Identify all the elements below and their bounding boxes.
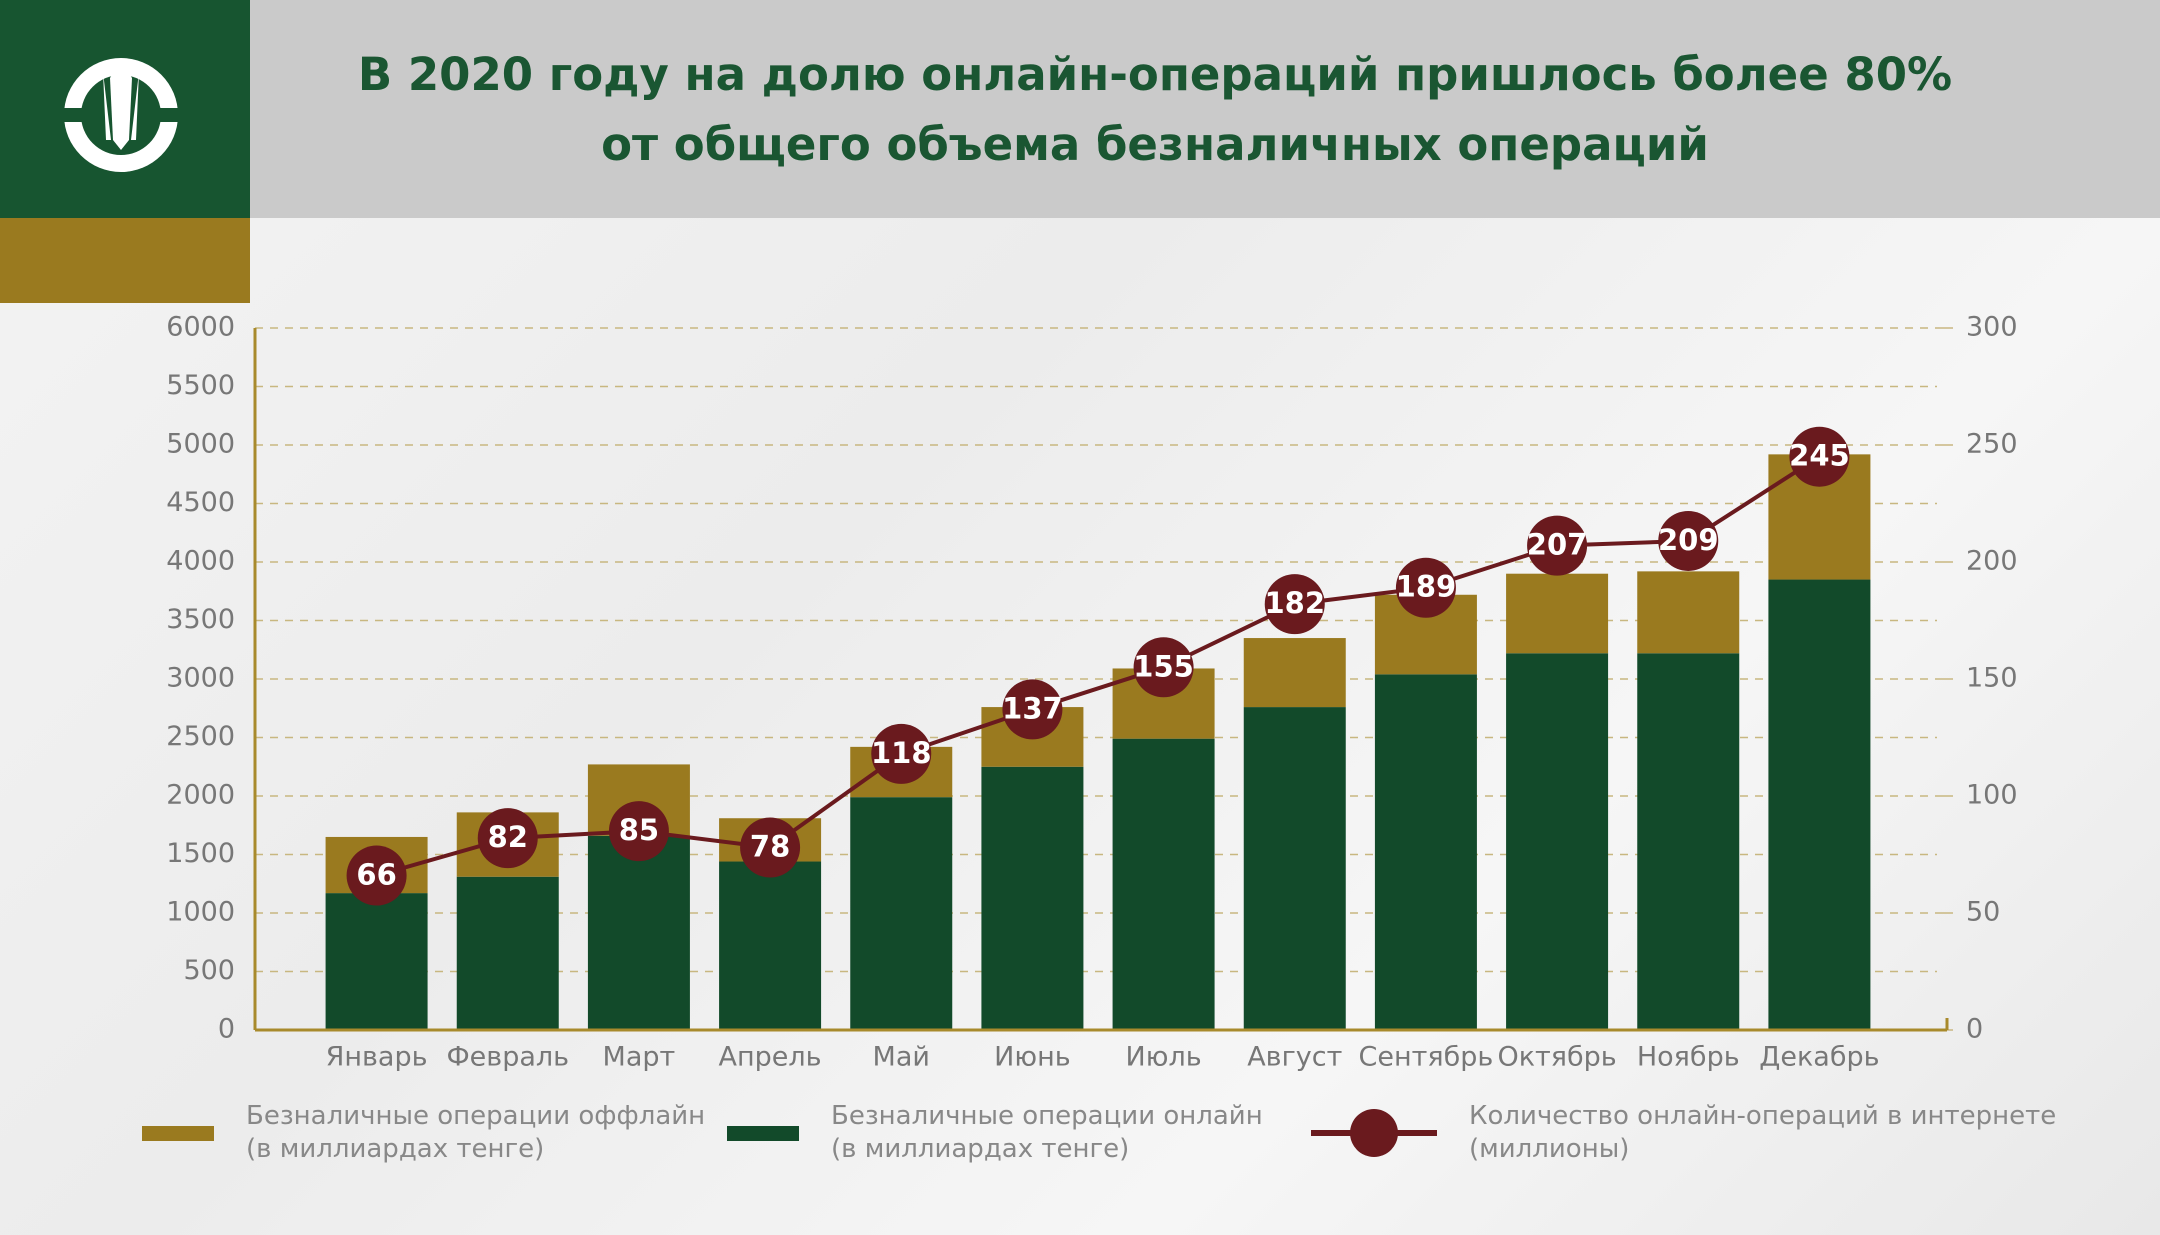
bar-segment (1374, 674, 1477, 1030)
data-label: 118 (871, 736, 932, 770)
y2-tick-label: 300 (1966, 312, 2018, 343)
bar-segment (1768, 579, 1871, 1030)
line-marker (1789, 426, 1850, 487)
data-label: 207 (1527, 528, 1588, 562)
line-marker (346, 845, 407, 906)
bar-segment (981, 766, 1084, 1030)
bar-segment (1506, 653, 1609, 1030)
legend-label: Количество онлайн-операций в интернете (… (1469, 1101, 2057, 1164)
data-label: 78 (750, 829, 790, 863)
line-marker (1264, 574, 1325, 635)
legend-dot (1350, 1109, 1398, 1157)
legend-label: Безналичные операции оффлайн (в миллиард… (246, 1101, 706, 1164)
data-label: 82 (488, 820, 528, 854)
line-marker (1527, 515, 1588, 576)
data-label: 66 (356, 858, 396, 892)
data-label: 85 (619, 813, 659, 847)
legend-swatch (727, 1126, 799, 1141)
y-tick-label: 500 (183, 955, 235, 986)
legend-rect (727, 1126, 799, 1141)
x-tick-label: Август (1247, 1042, 1342, 1073)
data-label: 245 (1789, 439, 1850, 473)
bar-segment (325, 893, 428, 1030)
x-tick-label: Май (873, 1042, 930, 1073)
line-marker (1658, 510, 1719, 571)
bar-segment (1112, 738, 1215, 1030)
chart-title: В 2020 году на долю онлайн-операций приш… (357, 48, 1953, 171)
line-marker (740, 817, 801, 878)
y-tick-label: 6000 (166, 312, 235, 343)
bar-segment (1637, 653, 1740, 1030)
bar-segment (1243, 707, 1346, 1030)
x-tick-label: Январь (326, 1042, 428, 1073)
y2-tick-label: 100 (1966, 780, 2018, 811)
x-tick-label: Декабрь (1759, 1042, 1879, 1073)
bar-segment (850, 797, 953, 1030)
bar-segment (719, 861, 822, 1030)
data-label: 182 (1264, 586, 1325, 620)
line-marker (477, 808, 538, 869)
legend-item: Количество онлайн-операций в интернете (… (1311, 1100, 2056, 1166)
x-tick-label: Март (603, 1042, 676, 1073)
data-label: 209 (1658, 523, 1719, 557)
y-tick-label: 4500 (166, 487, 235, 518)
line-marker (1395, 557, 1456, 618)
y-tick-label: 0 (218, 1014, 235, 1045)
bar-segment (456, 876, 559, 1030)
x-tick-label: Июнь (994, 1042, 1071, 1073)
bar-segment (587, 835, 690, 1030)
y2-tick-label: 150 (1966, 663, 2018, 694)
y-tick-label: 1000 (166, 897, 235, 928)
legend-rect (142, 1126, 214, 1141)
y-tick-label: 5500 (166, 370, 235, 401)
y2-tick-label: 50 (1966, 897, 2000, 928)
legend-item: Безналичные операции онлайн (в миллиарда… (727, 1100, 1263, 1166)
y-tick-label: 5000 (166, 429, 235, 460)
y2-tick-label: 200 (1966, 546, 2018, 577)
bar-segment (1637, 571, 1740, 654)
y2-tick-label: 0 (1966, 1014, 1983, 1045)
data-label: 137 (1002, 691, 1063, 725)
x-tick-label: Сентябрь (1359, 1042, 1494, 1073)
line-marker (608, 801, 669, 862)
bar-segment (1506, 573, 1609, 654)
y-tick-label: 3000 (166, 663, 235, 694)
y-tick-label: 2000 (166, 780, 235, 811)
y-tick-label: 2500 (166, 721, 235, 752)
line-marker (1133, 637, 1194, 698)
bar-segment (1243, 638, 1346, 708)
accent-box (0, 218, 250, 303)
data-label: 155 (1133, 649, 1194, 683)
x-tick-label: Апрель (719, 1042, 822, 1073)
logo (60, 58, 182, 172)
x-tick-label: Июль (1126, 1042, 1202, 1073)
legend-swatch (142, 1126, 214, 1141)
legend-swatch (1311, 1109, 1437, 1157)
y-tick-label: 4000 (166, 546, 235, 577)
line-marker (871, 723, 932, 784)
legend-item: Безналичные операции оффлайн (в миллиард… (142, 1100, 705, 1166)
y-tick-label: 3500 (166, 604, 235, 635)
line-marker (1002, 679, 1063, 740)
legend-label: Безналичные операции онлайн (в миллиарда… (831, 1101, 1263, 1164)
header-band (250, 0, 2160, 218)
x-tick-label: Февраль (446, 1042, 569, 1073)
y-tick-label: 1500 (166, 838, 235, 869)
data-label: 189 (1396, 570, 1457, 604)
y2-tick-label: 250 (1966, 429, 2018, 460)
x-tick-label: Ноябрь (1637, 1042, 1740, 1073)
x-tick-label: Октябрь (1497, 1042, 1616, 1073)
